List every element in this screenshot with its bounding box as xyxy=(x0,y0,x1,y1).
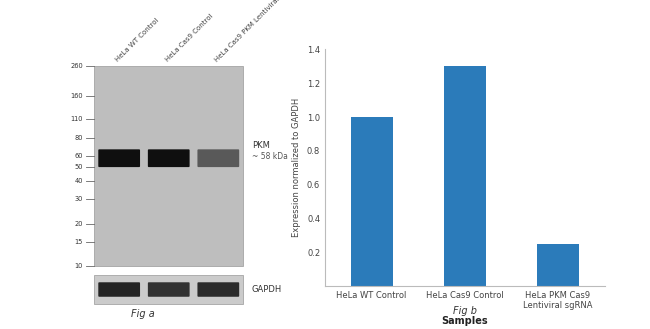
X-axis label: Samples: Samples xyxy=(441,316,488,326)
Text: 260: 260 xyxy=(70,63,83,69)
Text: ~ 58 kDa: ~ 58 kDa xyxy=(252,152,287,161)
Bar xyxy=(537,244,579,286)
FancyBboxPatch shape xyxy=(98,282,140,297)
Text: 30: 30 xyxy=(75,196,83,202)
Text: 110: 110 xyxy=(70,116,83,122)
FancyBboxPatch shape xyxy=(148,282,190,297)
Text: 10: 10 xyxy=(75,264,83,269)
Bar xyxy=(444,66,486,286)
Text: 40: 40 xyxy=(75,178,83,184)
Text: 80: 80 xyxy=(75,136,83,141)
Text: GAPDH: GAPDH xyxy=(252,285,282,294)
Text: 60: 60 xyxy=(75,153,83,159)
FancyBboxPatch shape xyxy=(198,282,239,297)
Text: HeLa WT Control: HeLa WT Control xyxy=(115,17,161,63)
FancyBboxPatch shape xyxy=(148,149,190,167)
Text: PKM: PKM xyxy=(252,141,270,150)
FancyBboxPatch shape xyxy=(98,149,140,167)
Text: HeLa Cas9 Control: HeLa Cas9 Control xyxy=(164,13,214,63)
Bar xyxy=(350,117,393,286)
Text: HeLa Cas9 PKM Lentiviral sgRNA: HeLa Cas9 PKM Lentiviral sgRNA xyxy=(214,0,298,63)
Text: 15: 15 xyxy=(75,239,83,244)
Text: 50: 50 xyxy=(75,164,83,170)
Text: 160: 160 xyxy=(70,93,83,99)
FancyBboxPatch shape xyxy=(198,149,239,167)
Text: Fig a: Fig a xyxy=(131,309,155,319)
Bar xyxy=(94,275,243,304)
Y-axis label: Expression normalized to GAPDH: Expression normalized to GAPDH xyxy=(292,98,302,238)
Text: Fig b: Fig b xyxy=(453,306,476,316)
Text: 20: 20 xyxy=(75,221,83,227)
Bar xyxy=(94,66,243,266)
